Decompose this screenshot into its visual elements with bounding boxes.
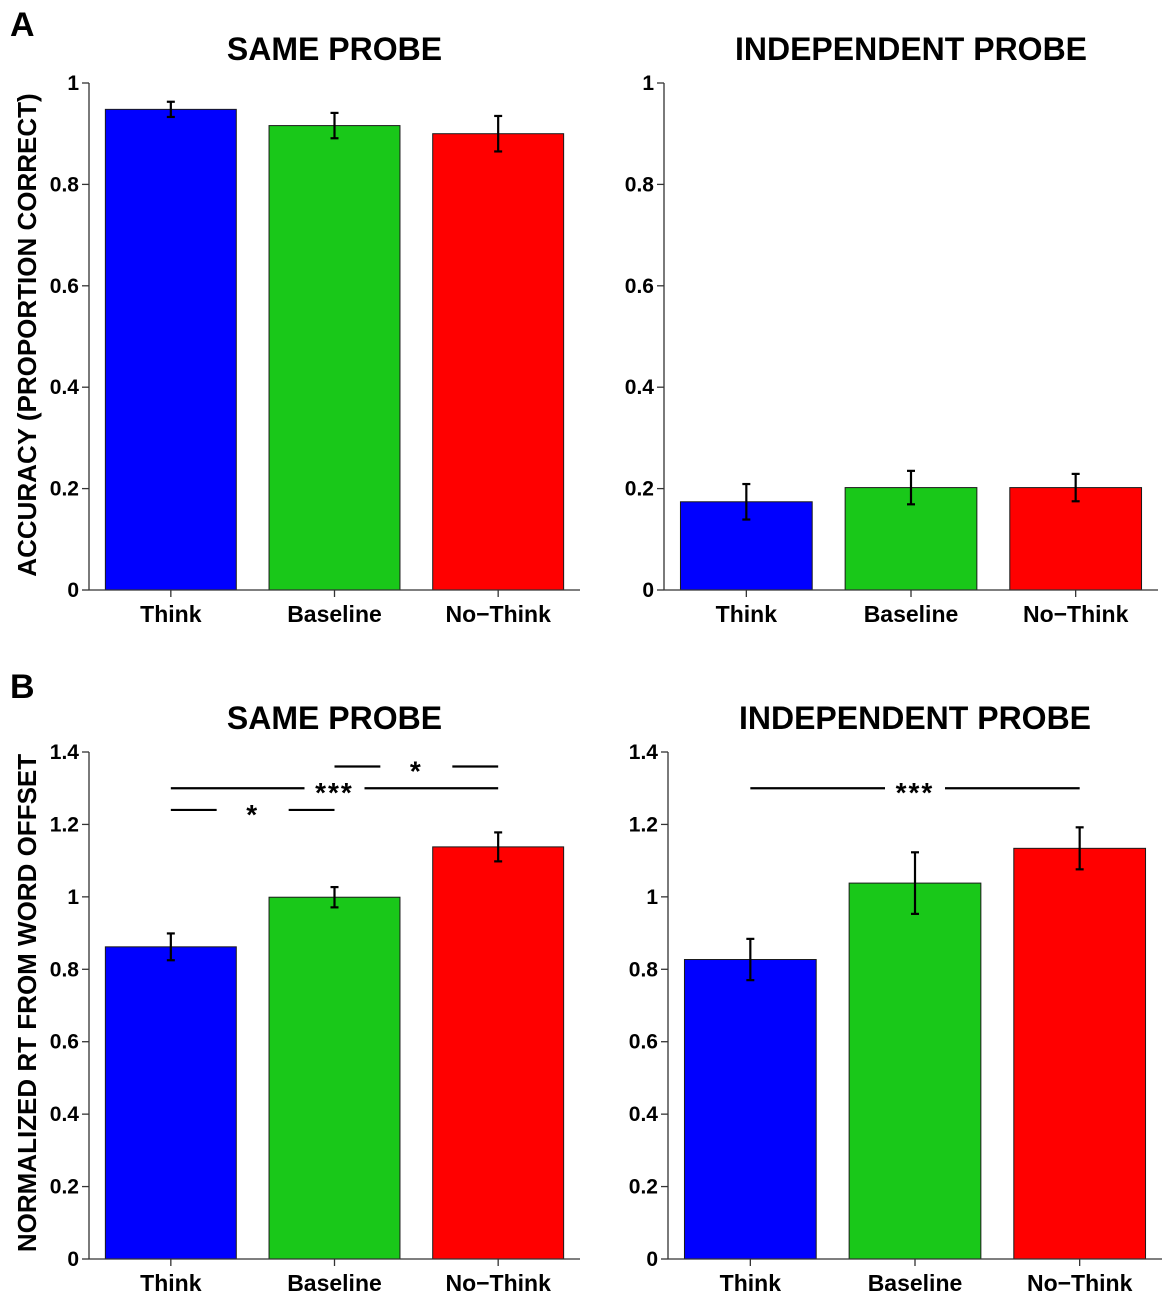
chart-3-title: SAME PROBE bbox=[227, 700, 442, 736]
chart-3-y-tick-label-8: 1.4 bbox=[50, 741, 80, 764]
chart-4-y-tick-label-6: 1 bbox=[646, 886, 658, 909]
chart-3-category-label-2: Baseline bbox=[287, 1270, 382, 1296]
chart-4-errorbar-2 bbox=[911, 851, 919, 915]
chart-2-y-tick-label-2: 0.2 bbox=[625, 478, 654, 501]
chart-1-y-tick-label-6: 1 bbox=[67, 72, 79, 95]
chart-2-y-tick-label-5: 0.8 bbox=[625, 173, 655, 196]
panel-letter-a: A bbox=[10, 6, 35, 44]
chart-3-y-tick-label-5: 0.8 bbox=[50, 958, 80, 981]
chart-1: SAME PROBE 0 0.2 0.4 0.6 0.8 1 Think Baseline No−… bbox=[50, 31, 580, 627]
chart-4-errorbar-3 bbox=[1075, 826, 1084, 871]
chart-4-title: INDEPENDENT PROBE bbox=[739, 700, 1091, 736]
chart-2-y-tick-label-4: 0.6 bbox=[625, 275, 654, 298]
chart-3-significance-3: * bbox=[170, 799, 335, 830]
chart-4-y-tick-label-2: 0.2 bbox=[629, 1176, 658, 1199]
chart-3-significance-1: * bbox=[334, 755, 499, 786]
chart-4-significance-1: *** bbox=[750, 777, 1080, 808]
chart-1-y-tick-label-2: 0.2 bbox=[50, 478, 79, 501]
chart-4-y-tick-label-7: 1.2 bbox=[629, 813, 658, 836]
chart-2-category-label-1: Think bbox=[716, 601, 778, 627]
chart-2-title: INDEPENDENT PROBE bbox=[735, 31, 1087, 67]
chart-3-y-tick-label-7: 1.2 bbox=[50, 813, 79, 836]
chart-1-bar-3 bbox=[432, 133, 565, 591]
chart-3-category-label-3: No−Think bbox=[445, 1270, 551, 1296]
chart-3: SAME PROBE 0 0.2 0.4 0.6 0.8 1 1.2 1.4 Think Basel… bbox=[50, 700, 580, 1296]
chart-2-errorbar-2 bbox=[907, 469, 915, 506]
chart-3-significance-3-label: * bbox=[246, 799, 259, 830]
y-axis-label-top: ACCURACY (PROPORTION CORRECT) bbox=[12, 93, 42, 576]
chart-2-y-tick-label-6: 1 bbox=[642, 72, 654, 95]
chart-1-y-tick-label-4: 0.6 bbox=[50, 275, 79, 298]
chart-1-y-tick-label-3: 0.4 bbox=[50, 376, 80, 399]
chart-4-category-label-1: Think bbox=[720, 1270, 782, 1296]
chart-3-errorbar-2 bbox=[330, 885, 339, 909]
chart-4-y-tick-label-1: 0 bbox=[646, 1248, 658, 1271]
chart-4-bar-1 bbox=[683, 959, 817, 1260]
chart-4-y-tick-label-4: 0.6 bbox=[629, 1031, 658, 1054]
chart-2: INDEPENDENT PROBE 0 0.2 0.4 0.6 0.8 1 Think Base… bbox=[625, 31, 1158, 627]
y-axis-label-bottom: NORMALIZED RT FROM WORD OFFSET bbox=[12, 754, 42, 1252]
chart-3-significance-2: *** bbox=[170, 777, 499, 808]
charts-layer: SAME PROBE 0 0.2 0.4 0.6 0.8 1 Think Baseline No−… bbox=[50, 31, 1162, 1296]
chart-4-y-tick-label-3: 0.4 bbox=[629, 1103, 659, 1126]
chart-2-errorbar-3 bbox=[1071, 472, 1080, 503]
chart-1-bar-1 bbox=[104, 108, 237, 591]
chart-1-category-label-2: Baseline bbox=[287, 601, 382, 627]
chart-2-category-label-2: Baseline bbox=[864, 601, 959, 627]
chart-1-category-label-1: Think bbox=[140, 601, 202, 627]
chart-4-y-tick-label-8: 1.4 bbox=[629, 741, 659, 764]
chart-3-y-tick-label-1: 0 bbox=[67, 1248, 79, 1271]
chart-1-errorbar-3 bbox=[494, 114, 503, 153]
chart-3-y-tick-label-3: 0.4 bbox=[50, 1103, 80, 1126]
chart-1-y-tick-label-1: 0 bbox=[67, 579, 79, 602]
chart-3-errorbar-3 bbox=[494, 831, 503, 863]
chart-4-bar-2 bbox=[848, 882, 982, 1260]
chart-1-errorbar-2 bbox=[330, 111, 339, 140]
chart-4-bar-3 bbox=[1013, 847, 1147, 1260]
chart-2-y-tick-label-1: 0 bbox=[642, 579, 654, 602]
chart-2-category-label-3: No−Think bbox=[1023, 601, 1129, 627]
chart-4-category-label-3: No−Think bbox=[1027, 1270, 1133, 1296]
chart-2-bar-3 bbox=[1009, 487, 1143, 591]
chart-4-category-label-2: Baseline bbox=[868, 1270, 963, 1296]
chart-3-category-label-1: Think bbox=[140, 1270, 202, 1296]
chart-3-y-tick-label-2: 0.2 bbox=[50, 1176, 79, 1199]
chart-3-significance-1-label: * bbox=[410, 755, 423, 786]
chart-1-title: SAME PROBE bbox=[227, 31, 442, 67]
chart-3-bar-3 bbox=[432, 846, 565, 1260]
chart-4-significance-1-label: *** bbox=[896, 777, 935, 808]
chart-3-significance-2-label: *** bbox=[315, 777, 354, 808]
chart-1-y-tick-label-5: 0.8 bbox=[50, 173, 80, 196]
panel-letter-b: B bbox=[10, 668, 35, 706]
chart-3-bar-2 bbox=[268, 896, 401, 1260]
chart-2-y-tick-label-3: 0.4 bbox=[625, 376, 655, 399]
chart-3-errorbar-1 bbox=[166, 932, 175, 962]
chart-4: INDEPENDENT PROBE 0 0.2 0.4 0.6 0.8 1 1.2 1.4 Thi… bbox=[629, 700, 1162, 1296]
chart-1-bar-2 bbox=[268, 125, 401, 591]
chart-3-y-tick-label-6: 1 bbox=[67, 886, 79, 909]
chart-2-errorbar-1 bbox=[742, 482, 751, 521]
chart-3-y-tick-label-4: 0.6 bbox=[50, 1031, 79, 1054]
chart-3-bar-1 bbox=[104, 946, 237, 1260]
chart-1-category-label-3: No−Think bbox=[445, 601, 551, 627]
chart-4-y-tick-label-5: 0.8 bbox=[629, 958, 659, 981]
chart-4-errorbar-1 bbox=[746, 937, 755, 982]
chart-1-errorbar-1 bbox=[166, 100, 175, 119]
